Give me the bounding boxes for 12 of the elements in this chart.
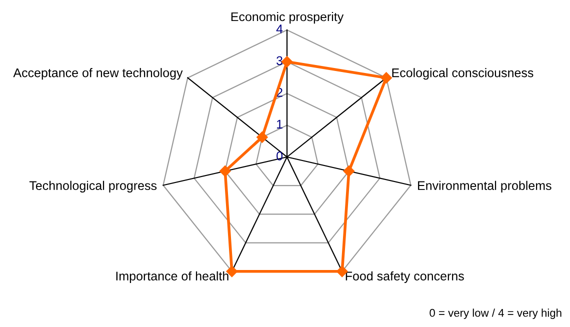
y-tick-label: 4 — [276, 24, 283, 34]
spoke-label: Economic prosperity — [231, 12, 344, 24]
y-tick-label: 1 — [277, 120, 282, 128]
y-tick-label: 0 — [276, 152, 283, 160]
y-tick-label: 3 — [276, 56, 282, 66]
text: 0 = very low / 4 = very high — [430, 308, 562, 319]
spoke-label: Environmental problems — [418, 180, 552, 192]
spoke-label: Food safety concerns — [346, 271, 464, 283]
spoke-label: Technological progress — [29, 180, 157, 192]
spoke-label: Acceptance of new technology — [13, 68, 183, 80]
spoke-label: Importance of health — [116, 271, 228, 283]
spoke-label: Ecological consciousness — [392, 68, 534, 80]
